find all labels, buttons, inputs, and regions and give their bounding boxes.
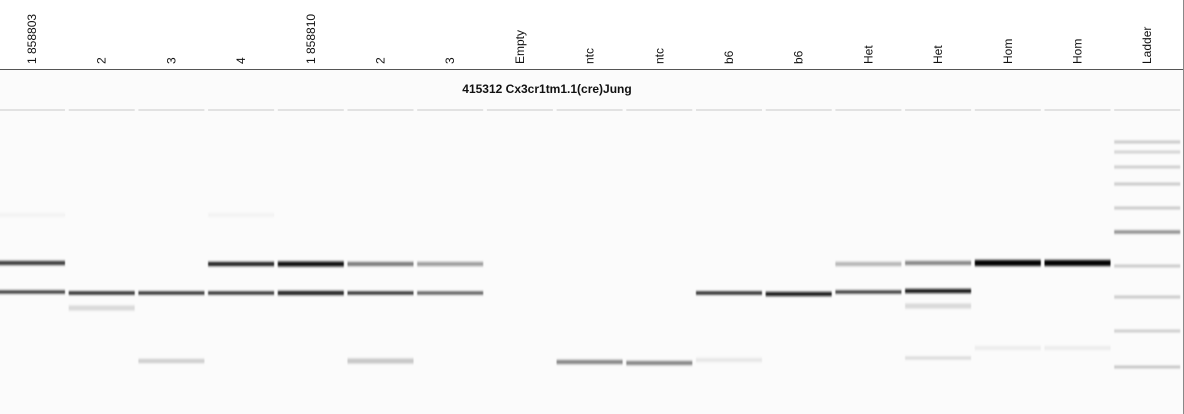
- band: [138, 359, 205, 363]
- band: [417, 291, 484, 295]
- band: [974, 346, 1041, 350]
- band: [138, 291, 205, 295]
- well-line: [68, 109, 135, 111]
- band: [0, 261, 65, 265]
- lane-label: b6: [722, 50, 736, 64]
- band: [1114, 151, 1181, 153]
- lane-label: Het: [861, 45, 875, 64]
- well-line: [138, 109, 205, 111]
- band: [905, 289, 972, 293]
- band: [835, 290, 902, 294]
- lane-label: 3: [443, 57, 457, 64]
- band: [208, 262, 275, 266]
- lane-label: ntc: [583, 48, 597, 64]
- band: [626, 361, 693, 365]
- well-line: [974, 109, 1041, 111]
- lane-label: ntc: [652, 48, 666, 64]
- band: [696, 358, 762, 362]
- band: [974, 260, 1041, 266]
- lane-label: Hom: [1071, 39, 1085, 64]
- lane-label: Het: [931, 45, 945, 64]
- well-line: [486, 109, 553, 111]
- band: [347, 358, 414, 364]
- band: [1114, 330, 1181, 332]
- band: [0, 290, 65, 294]
- band: [1114, 230, 1181, 234]
- band: [0, 213, 65, 217]
- band: [1114, 296, 1181, 298]
- well-line: [696, 109, 762, 111]
- band: [1114, 141, 1181, 143]
- lane-label: 4: [234, 57, 248, 64]
- band: [905, 356, 972, 360]
- lane-label: Ladder: [1140, 27, 1154, 64]
- band: [347, 291, 414, 295]
- band: [556, 360, 623, 364]
- band: [1114, 183, 1181, 185]
- lane-label: Hom: [1001, 39, 1015, 64]
- band: [905, 303, 972, 309]
- band: [835, 262, 902, 266]
- lane-label: 2: [374, 57, 388, 64]
- well-line: [835, 109, 902, 111]
- band: [277, 261, 344, 267]
- lane-label: 3: [164, 57, 178, 64]
- band: [1044, 260, 1111, 266]
- band: [68, 305, 135, 311]
- band: [905, 261, 972, 265]
- band: [1114, 166, 1181, 168]
- band: [208, 291, 275, 295]
- lane-label: b6: [792, 50, 806, 64]
- well-line: [1114, 109, 1181, 111]
- band: [1044, 346, 1111, 350]
- well-line: [277, 109, 344, 111]
- band: [208, 213, 275, 217]
- well-line: [347, 109, 414, 111]
- well-line: [208, 109, 275, 111]
- band: [765, 292, 832, 296]
- well-line: [765, 109, 832, 111]
- well-line: [1044, 109, 1111, 111]
- band: [68, 291, 135, 295]
- band: [1114, 265, 1181, 267]
- lanes: 1 858803 2 3 4 1 858810 2 3 Empty ntc ntc b6 b6 Het H…: [0, 14, 1181, 368]
- gel-title: 415312 Cx3cr1tm1.1(cre)Jung: [462, 82, 631, 96]
- well-line: [626, 109, 693, 111]
- well-line: [905, 109, 972, 111]
- gel-area: [0, 70, 1184, 414]
- lane-label: 2: [95, 57, 109, 64]
- well-line: [556, 109, 623, 111]
- band: [1114, 207, 1181, 209]
- lane-label: Empty: [513, 30, 527, 64]
- well-line: [417, 109, 484, 111]
- band: [417, 262, 484, 266]
- well-line: [0, 109, 65, 111]
- band: [1114, 366, 1181, 368]
- lane-label: 1 858810: [304, 14, 318, 64]
- lane-label: 1 858803: [25, 14, 39, 64]
- band: [277, 291, 344, 295]
- band: [696, 291, 762, 295]
- band: [347, 262, 414, 266]
